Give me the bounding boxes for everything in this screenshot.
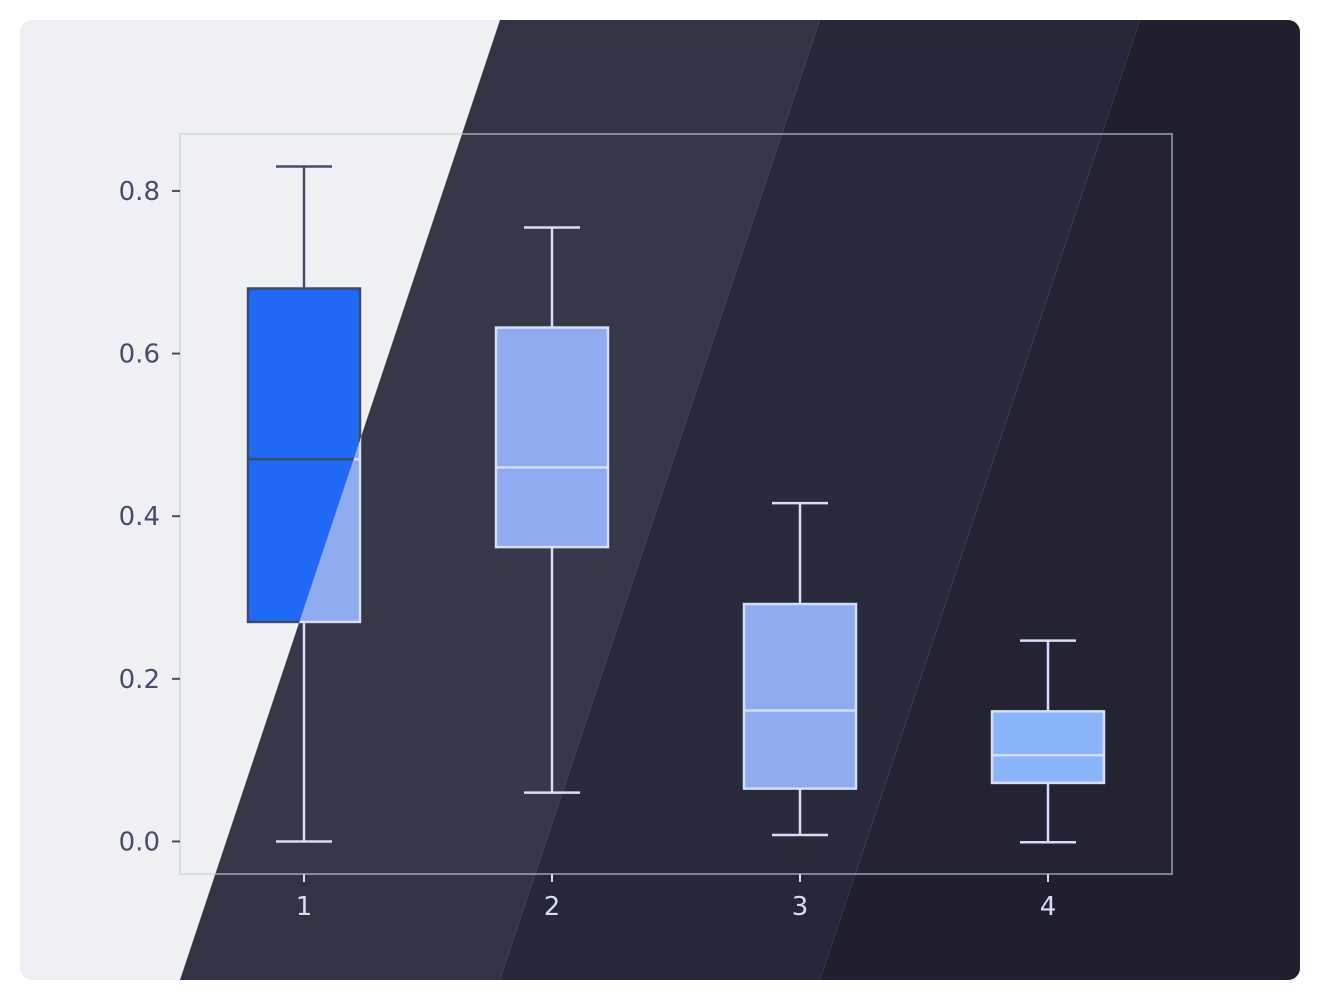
background-band-2 xyxy=(500,20,1140,980)
background-band-3 xyxy=(820,20,1300,980)
box-body xyxy=(990,710,1106,785)
y-tick-label: 0.2 xyxy=(119,665,160,695)
box-body xyxy=(742,602,858,790)
plot-frame xyxy=(179,133,1173,875)
y-tick-label: 0.4 xyxy=(119,502,160,532)
x-tick-label: 3 xyxy=(792,892,809,922)
box-plot-chart: 0.0 0.2 0.4 0.6 0.8 1 2 3 4 xyxy=(20,20,1300,980)
y-tick-label: 0.6 xyxy=(119,340,160,370)
y-tick-label: 0.0 xyxy=(119,827,160,857)
chart-card: 0.0 0.2 0.4 0.6 0.8 1 2 3 4 xyxy=(20,20,1300,980)
x-tick-label: 4 xyxy=(1040,892,1057,922)
y-tick-label: 0.8 xyxy=(119,177,160,207)
x-tick-label: 1 xyxy=(296,892,313,922)
box-body xyxy=(494,326,610,549)
x-tick-label: 2 xyxy=(544,892,561,922)
